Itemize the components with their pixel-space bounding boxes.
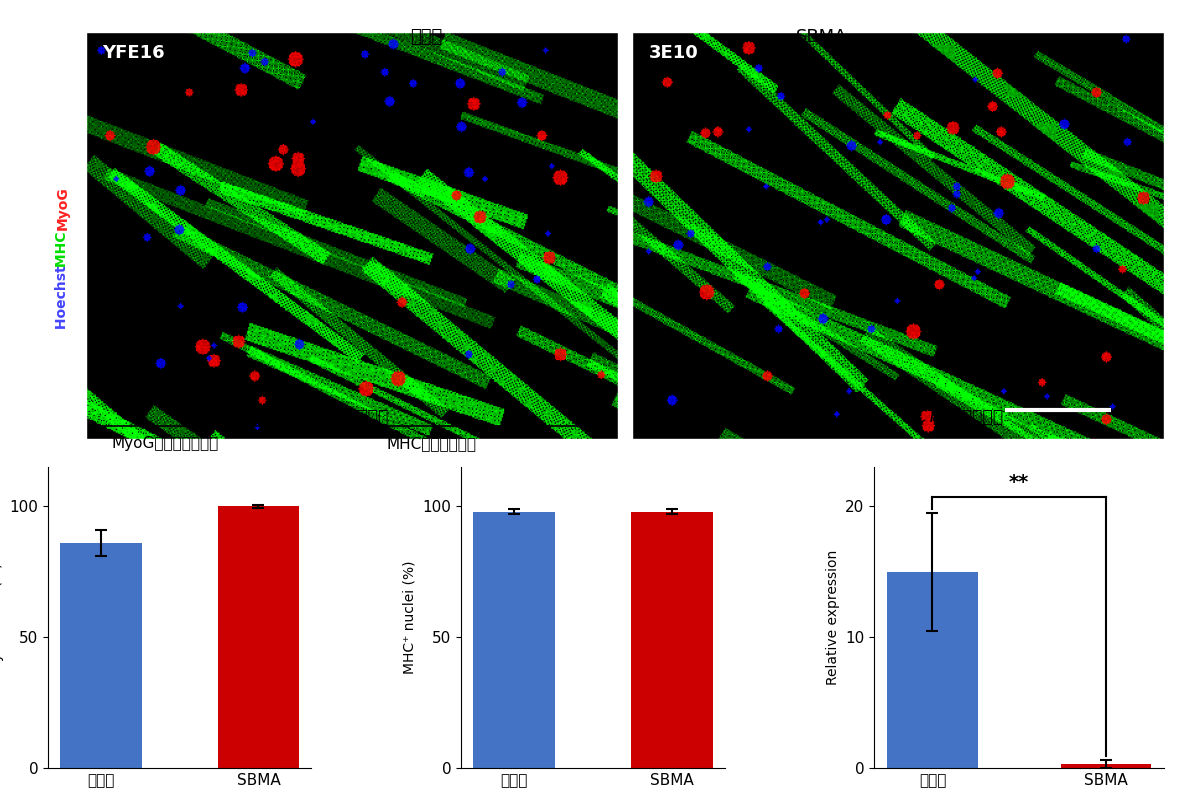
Y-axis label: MHC⁺ nuclei (%): MHC⁺ nuclei (%)	[403, 561, 416, 674]
Text: 骨格筋への分化効率: 骨格筋への分化効率	[295, 407, 389, 426]
Text: ACTN3の発現量: ACTN3の発現量	[904, 407, 1004, 426]
Bar	[1061, 764, 1151, 768]
Bar	[217, 506, 300, 768]
Text: MHC陽性核の割合: MHC陽性核の割合	[386, 436, 478, 451]
Text: 健常者: 健常者	[410, 28, 442, 46]
Text: YFE16: YFE16	[102, 44, 164, 62]
Text: 3E10: 3E10	[648, 44, 698, 62]
Text: MyoG: MyoG	[55, 186, 70, 230]
Text: MHC: MHC	[55, 232, 70, 272]
Bar	[473, 512, 556, 768]
Bar	[60, 543, 142, 768]
Bar	[888, 572, 978, 768]
Text: SBMA: SBMA	[797, 28, 847, 46]
Y-axis label: Relative expression: Relative expression	[826, 550, 840, 686]
Text: Hoechst: Hoechst	[55, 266, 70, 334]
Text: **: **	[1009, 473, 1030, 492]
Bar	[631, 512, 713, 768]
Y-axis label: MyoG⁺ cells (%): MyoG⁺ cells (%)	[0, 562, 4, 673]
Text: MyoG陽性細胞の割合: MyoG陽性細胞の割合	[112, 436, 220, 451]
